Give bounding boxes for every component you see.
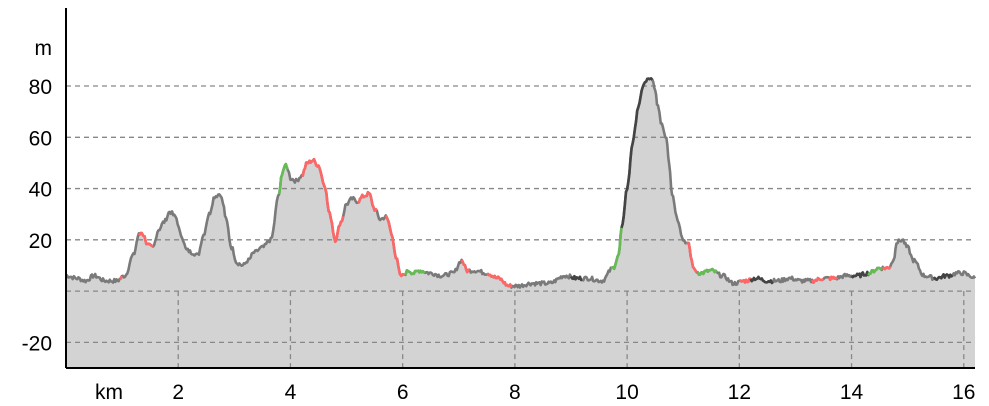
- slope-segment-uphill: [686, 241, 698, 274]
- y-tick-label: 60: [29, 127, 52, 150]
- slope-segment-uphill: [357, 190, 378, 212]
- axes: [65, 8, 975, 369]
- elevation-line: [65, 77, 977, 289]
- slope-segment-flat: [620, 77, 654, 229]
- slope-segment-downhill: [404, 269, 426, 276]
- x-tick-label: 16: [952, 381, 975, 404]
- y-tick-label: 40: [29, 179, 52, 202]
- slope-segment-flat: [933, 273, 954, 281]
- slope-segment-downhill: [867, 266, 883, 276]
- x-tick-label: 6: [397, 381, 409, 404]
- grid-lines: [66, 85, 975, 368]
- x-tick-label: 8: [509, 381, 521, 404]
- x-axis-unit-label: km: [95, 381, 123, 404]
- slope-segment-uphill: [827, 275, 838, 282]
- slope-segment-downhill: [610, 227, 623, 271]
- slope-segment-downhill: [696, 267, 718, 276]
- slope-segment-uphill: [881, 265, 892, 271]
- slope-segment-uphill: [137, 231, 154, 248]
- x-tick-label: 12: [728, 381, 751, 404]
- slope-segment-flat: [850, 270, 870, 279]
- slope-segment-uphill: [738, 277, 751, 284]
- y-tick-label: 80: [29, 76, 52, 99]
- slope-segment-flat: [749, 275, 774, 285]
- elevation-area: [66, 78, 975, 369]
- slope-segment-uphill: [384, 214, 406, 278]
- x-tick-label: 10: [615, 381, 638, 404]
- y-axis-unit-label: m: [35, 37, 53, 60]
- x-tick-label: 14: [840, 381, 864, 404]
- slope-segment-uphill: [811, 276, 825, 284]
- slope-segment-uphill: [301, 157, 345, 244]
- slope-segment-downhill: [277, 162, 289, 195]
- y-tick-label: 20: [29, 230, 52, 253]
- y-tick-label: -20: [22, 332, 52, 355]
- tick-labels: -20 20 40 60 80 2 4 6 8 10 12 14 16: [22, 76, 976, 404]
- slope-segment-flat: [569, 274, 583, 282]
- x-tick-label: 2: [172, 381, 184, 404]
- elevation-area-group: [66, 78, 975, 369]
- slope-segment-uphill: [119, 275, 123, 281]
- slope-segment-uphill: [460, 259, 470, 274]
- x-tick-label: 4: [285, 381, 297, 404]
- slope-segment-uphill: [486, 272, 513, 289]
- elevation-line-group: [65, 77, 977, 289]
